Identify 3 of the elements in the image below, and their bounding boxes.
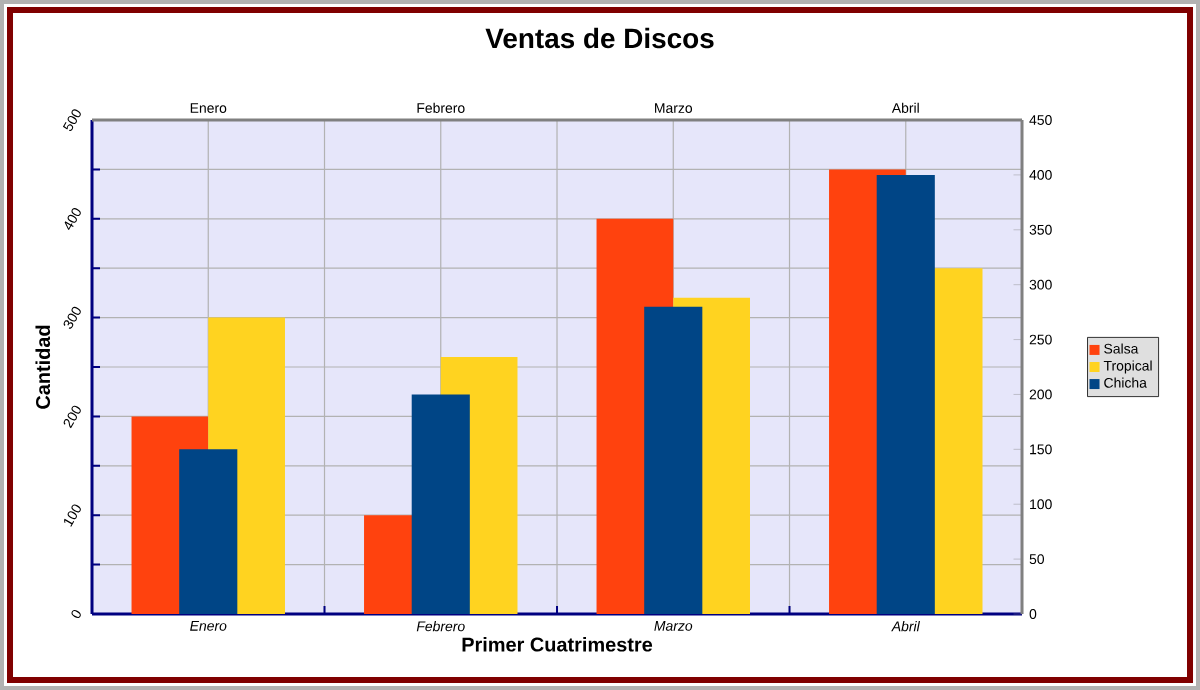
y-axis-title: Cantidad [35, 325, 51, 409]
x-axis-title: Primer Cuatrimestre [462, 636, 653, 652]
chart-title: Ventas de Discos [485, 27, 714, 49]
